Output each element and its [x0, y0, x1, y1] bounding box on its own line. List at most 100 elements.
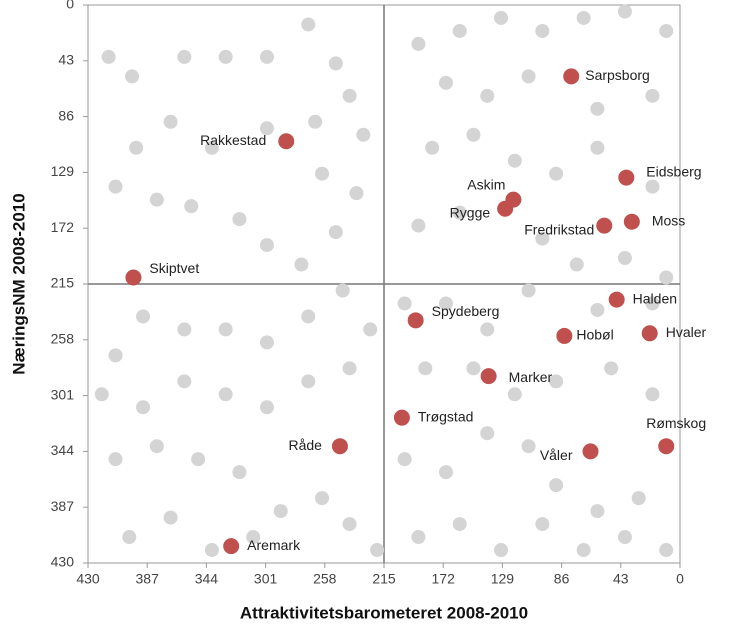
point	[328, 225, 343, 240]
highlight-point	[331, 438, 348, 455]
highlight-point	[223, 538, 240, 555]
y-tick-label: 430	[51, 554, 75, 570]
point	[466, 361, 481, 376]
x-tick-label: 344	[195, 571, 219, 587]
y-tick-label: 387	[51, 498, 75, 514]
point	[163, 510, 178, 525]
point	[273, 504, 288, 519]
point	[645, 179, 660, 194]
point	[349, 186, 364, 201]
point	[163, 114, 178, 129]
point	[604, 361, 619, 376]
point	[301, 309, 316, 324]
point-label: Moss	[652, 212, 685, 228]
point	[631, 491, 646, 506]
point	[507, 153, 522, 168]
point	[342, 361, 357, 376]
point	[569, 257, 584, 272]
point-label: Rygge	[450, 204, 491, 220]
point-label: Våler	[540, 447, 573, 463]
point	[521, 69, 536, 84]
point-label: Trøgstad	[418, 408, 474, 424]
point	[101, 49, 116, 64]
point	[301, 17, 316, 32]
point	[507, 387, 522, 402]
point	[438, 296, 453, 311]
point	[259, 121, 274, 136]
point	[617, 4, 632, 19]
highlight-point	[125, 269, 142, 286]
point	[397, 452, 412, 467]
x-tick-label: 301	[254, 571, 278, 587]
point	[136, 400, 151, 415]
point	[590, 140, 605, 155]
x-tick-label: 129	[491, 571, 515, 587]
x-axis-title: Attraktivitetsbarometeret 2008-2010	[240, 603, 528, 622]
highlight-point	[497, 200, 514, 217]
y-tick-label: 172	[51, 219, 75, 235]
highlight-point	[278, 133, 295, 150]
point	[294, 257, 309, 272]
point	[549, 166, 564, 181]
point-label: Rakkestad	[200, 132, 266, 148]
y-axis-title: NæringsNM 2008-2010	[9, 193, 28, 374]
point-label: Fredrikstad	[524, 221, 594, 237]
highlight-point	[596, 217, 613, 234]
point	[328, 56, 343, 71]
point	[232, 212, 247, 227]
point	[177, 322, 192, 337]
point	[370, 543, 385, 558]
point	[342, 88, 357, 103]
point	[232, 465, 247, 480]
highlight-point	[563, 68, 580, 85]
highlight-point	[658, 438, 675, 455]
point	[645, 88, 660, 103]
point	[218, 387, 233, 402]
point	[125, 69, 140, 84]
highlight-point	[393, 409, 410, 426]
point-label: Askim	[467, 176, 505, 192]
point	[149, 192, 164, 207]
y-tick-label: 86	[58, 107, 74, 123]
x-tick-label: 0	[676, 571, 684, 587]
point	[590, 101, 605, 116]
point	[204, 140, 219, 155]
highlight-point	[480, 368, 497, 385]
y-tick-label: 0	[66, 0, 74, 12]
y-tick-label: 43	[58, 52, 74, 68]
point	[259, 400, 274, 415]
point	[617, 530, 632, 545]
point	[480, 322, 495, 337]
highlight-point	[623, 213, 640, 230]
point	[177, 49, 192, 64]
point	[259, 49, 274, 64]
highlight-point	[556, 327, 573, 344]
highlight-point	[641, 325, 658, 342]
x-tick-label: 172	[432, 571, 456, 587]
point	[576, 543, 591, 558]
point	[480, 88, 495, 103]
point	[108, 452, 123, 467]
point	[342, 517, 357, 532]
highlight-point	[407, 312, 424, 329]
point	[94, 387, 109, 402]
point	[411, 36, 426, 51]
point	[411, 218, 426, 233]
point	[315, 491, 330, 506]
point	[659, 270, 674, 285]
point	[452, 23, 467, 38]
x-tick-label: 430	[76, 571, 100, 587]
point	[108, 348, 123, 363]
point-label: Hobøl	[576, 327, 613, 343]
point	[136, 309, 151, 324]
y-tick-label: 258	[51, 331, 75, 347]
x-tick-label: 86	[554, 571, 570, 587]
point-label: Sarpsborg	[585, 67, 650, 83]
point	[177, 374, 192, 389]
point	[438, 75, 453, 90]
point	[397, 296, 412, 311]
point	[301, 374, 316, 389]
point	[246, 530, 261, 545]
x-tick-label: 215	[372, 571, 396, 587]
y-tick-label: 301	[51, 386, 75, 402]
